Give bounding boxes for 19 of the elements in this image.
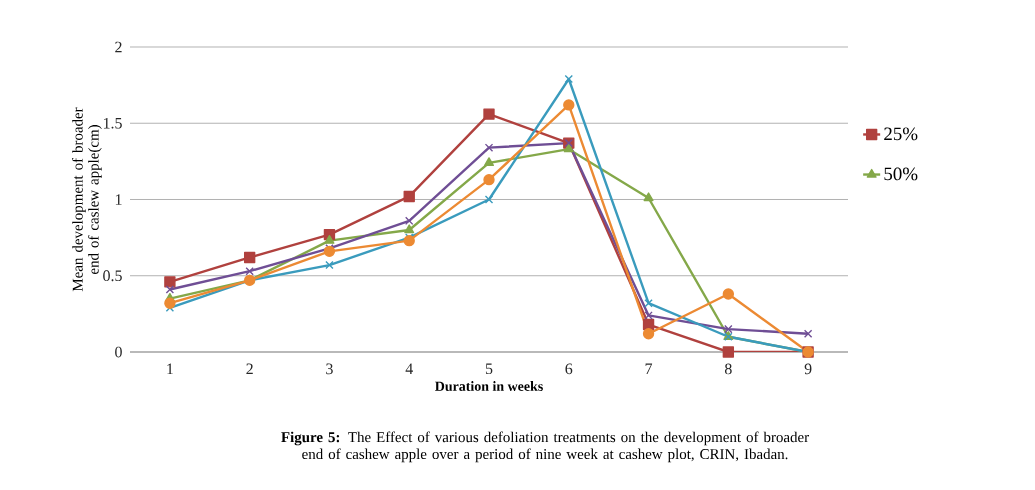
x-tick-label: 3 bbox=[326, 363, 333, 375]
y-tick-label: 0 bbox=[115, 346, 122, 358]
x-tick-label: 4 bbox=[405, 363, 413, 375]
x-tick-label: 9 bbox=[804, 363, 812, 375]
x-tick-label: 8 bbox=[724, 363, 732, 375]
x-tick-label: 7 bbox=[645, 363, 653, 374]
x-tick-label: 6 bbox=[565, 363, 573, 375]
y-tick-label: 1 bbox=[115, 194, 122, 205]
x-tick-label: 2 bbox=[246, 363, 253, 375]
legend-label: 25% bbox=[884, 127, 918, 141]
y-tick-label: 0.5 bbox=[103, 270, 122, 282]
y-tick-label: 2 bbox=[115, 41, 122, 53]
text: Figure 5: The Effect of various defoliation treatments on the development of broader end of cashew apple over a period of nine week at cashew plot, CRIN, Ibadan. bbox=[281, 431, 809, 463]
x-tick-label: 5 bbox=[485, 363, 493, 375]
x-tick-label: 1 bbox=[167, 363, 173, 375]
y-axis-title: Mean development of broader end of caslew apple(cm) bbox=[72, 107, 102, 292]
y-tick-label: 1.5 bbox=[103, 117, 122, 129]
x-axis-title: Duration in weeks bbox=[435, 381, 543, 391]
legend-label: 50% bbox=[884, 167, 918, 181]
